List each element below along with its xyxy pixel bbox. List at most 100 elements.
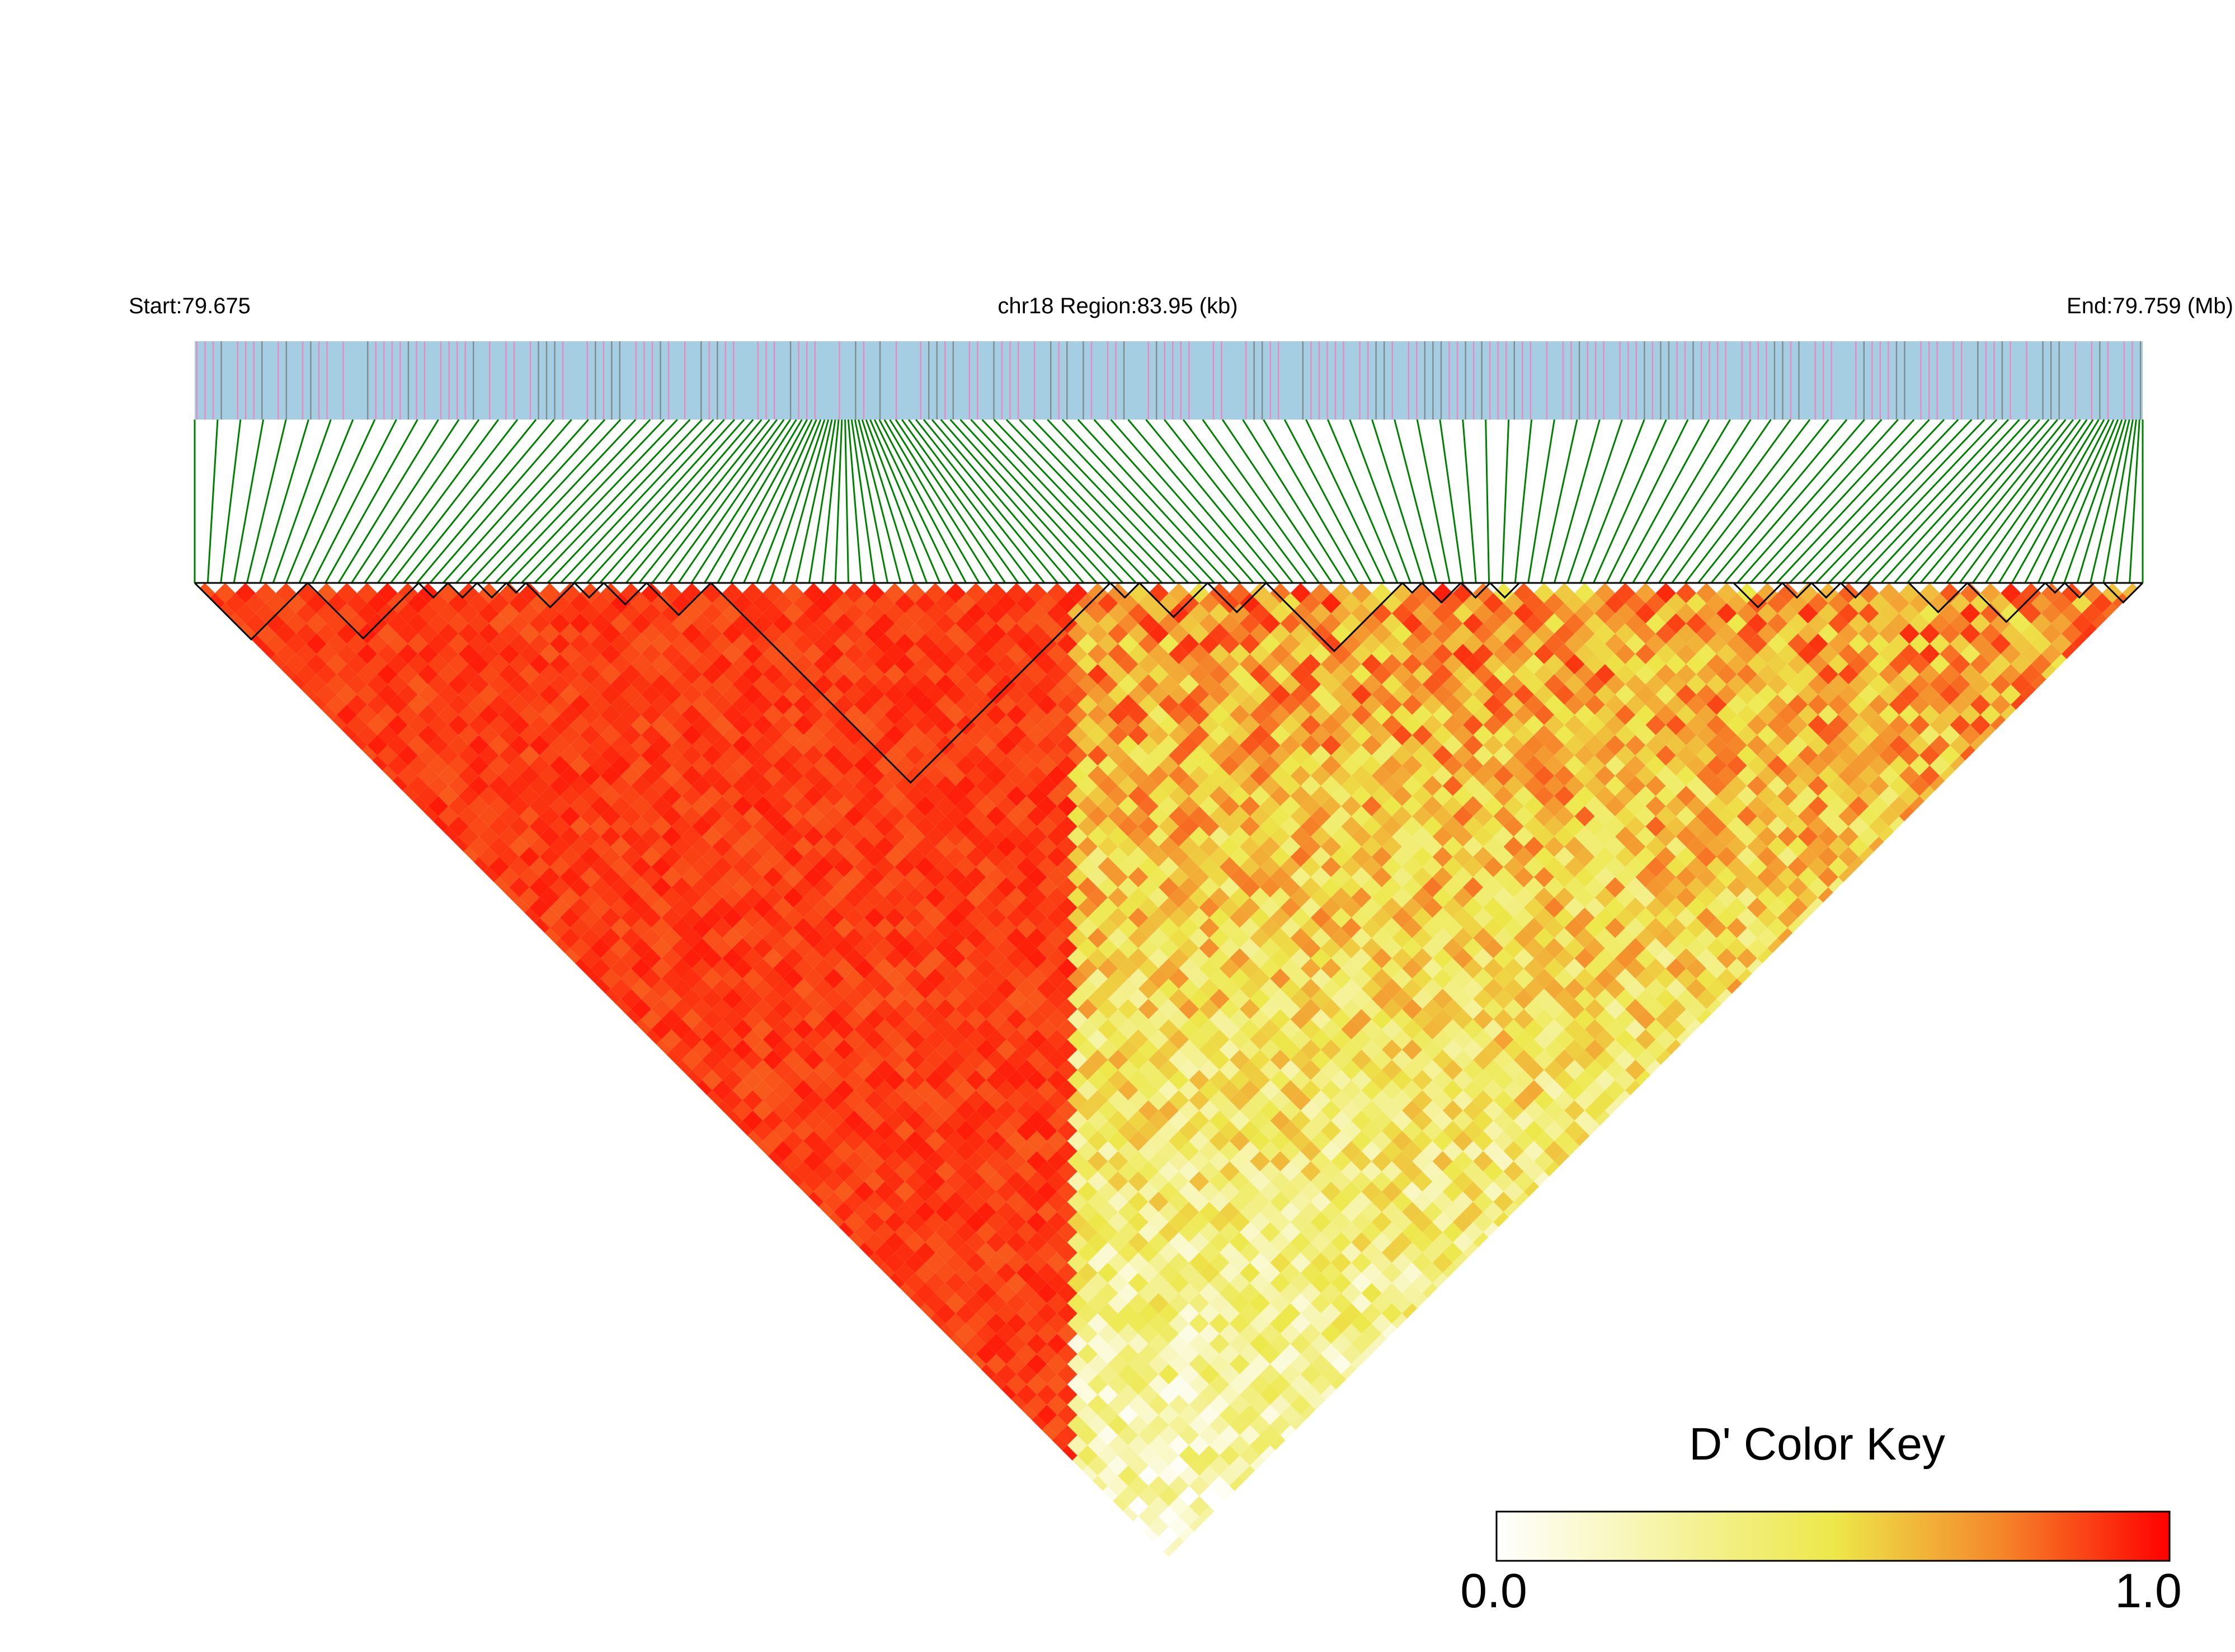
snp-connector <box>1749 418 1899 584</box>
ld-cell <box>1554 928 1575 948</box>
ld-cell <box>1006 968 1027 989</box>
ld-cell <box>1219 714 1240 736</box>
ld-cell <box>1290 907 1311 928</box>
ld-cell <box>1381 877 1403 898</box>
ld-cell <box>935 1039 956 1060</box>
ld-cell <box>844 1049 864 1070</box>
ld-cell <box>905 724 925 746</box>
ld-cell <box>1148 1394 1169 1415</box>
ld-cell <box>1371 684 1392 705</box>
ld-cell <box>1422 1283 1443 1303</box>
ld-cell <box>813 1039 834 1060</box>
ld-cell <box>1158 938 1179 959</box>
ld-cell <box>1533 724 1555 746</box>
ld-cell <box>600 785 621 806</box>
ld-cell <box>1037 1263 1057 1283</box>
ld-cell <box>1544 1161 1565 1182</box>
ld-cell <box>1513 745 1534 766</box>
ld-cell <box>1189 1455 1210 1476</box>
ld-cell <box>1067 765 1088 786</box>
ld-cell <box>1219 1161 1240 1182</box>
ld-cell <box>1422 1202 1443 1222</box>
ld-cell <box>1087 928 1108 948</box>
ld-cell <box>1848 714 1869 736</box>
ld-cell <box>641 968 662 989</box>
ld-cell <box>1189 846 1210 867</box>
ld-cell <box>1138 1486 1159 1507</box>
ld-cell <box>1280 694 1301 715</box>
ld-cell <box>1250 887 1271 908</box>
ld-cell <box>895 633 915 654</box>
snp-connector <box>2090 419 2130 583</box>
ld-cell <box>468 755 489 776</box>
ld-cell <box>1889 613 1909 634</box>
ld-cell <box>1087 1192 1108 1212</box>
ld-cell <box>1828 755 1849 776</box>
ld-cell <box>1331 1070 1352 1090</box>
ld-cell <box>1239 796 1260 817</box>
ld-cell <box>1260 1141 1281 1161</box>
ld-cell <box>265 593 286 614</box>
ld-cell <box>1047 603 1067 624</box>
ld-cell <box>813 836 834 857</box>
ld-cell <box>1128 846 1149 867</box>
ld-cell <box>1148 1455 1169 1476</box>
ld-cell <box>1351 1212 1372 1232</box>
ld-cell <box>1016 1181 1037 1202</box>
ld-cell <box>1371 1049 1392 1070</box>
ld-cell <box>1209 1049 1230 1070</box>
ld-cell <box>1118 1465 1138 1486</box>
ld-cell <box>1615 968 1636 989</box>
ld-cell <box>488 816 510 837</box>
ld-cell <box>397 664 418 685</box>
ld-cell <box>1523 958 1545 979</box>
ld-cell <box>1503 1060 1524 1080</box>
ld-cell <box>1391 887 1413 908</box>
ld-cell <box>732 999 753 1019</box>
ld-cell <box>600 684 621 705</box>
ld-cell <box>1574 1110 1595 1131</box>
ld-cell <box>732 653 753 675</box>
ld-cell <box>1493 928 1514 948</box>
ld-cell <box>1179 1141 1199 1161</box>
ld-cell <box>1229 1151 1250 1171</box>
ld-cell <box>1747 633 1767 654</box>
ld-cell <box>1544 816 1565 837</box>
ld-cell <box>844 643 864 665</box>
ld-cell <box>976 1039 996 1060</box>
ld-cell <box>1057 775 1077 796</box>
ld-cell <box>966 1313 986 1334</box>
ld-cell <box>803 603 824 624</box>
ld-cell <box>1351 785 1372 806</box>
snp-connector <box>1828 418 1985 584</box>
ld-cell <box>336 684 357 705</box>
ld-cell <box>1037 735 1057 756</box>
ld-cell <box>488 775 510 796</box>
ld-cell <box>488 836 510 857</box>
ld-cell <box>1635 643 1656 665</box>
ld-cell <box>1128 1273 1149 1293</box>
ld-cell <box>417 664 439 685</box>
ld-cell <box>1523 836 1545 857</box>
ld-cell <box>1594 968 1615 989</box>
ld-cell <box>1584 1080 1605 1100</box>
ld-cell <box>966 887 986 908</box>
ld-cell <box>905 623 925 644</box>
ld-cell <box>1523 1161 1545 1182</box>
ld-cell <box>1391 1212 1413 1232</box>
ld-cell <box>1158 917 1179 938</box>
ld-cell <box>763 948 783 969</box>
ld-cell <box>1006 704 1027 725</box>
ld-cell <box>1828 816 1849 837</box>
ld-cell <box>966 1009 986 1029</box>
ld-cell <box>438 785 459 806</box>
ld-cell <box>1057 1323 1077 1344</box>
ld-cell <box>1250 948 1271 969</box>
ld-cell <box>1057 978 1077 999</box>
ld-cell <box>1371 989 1392 1009</box>
ld-cell <box>1260 1242 1281 1263</box>
ld-cell <box>956 1060 976 1080</box>
ld-cell <box>1057 1161 1077 1182</box>
ld-cell <box>1858 704 1879 725</box>
ld-cell <box>1209 1232 1230 1253</box>
